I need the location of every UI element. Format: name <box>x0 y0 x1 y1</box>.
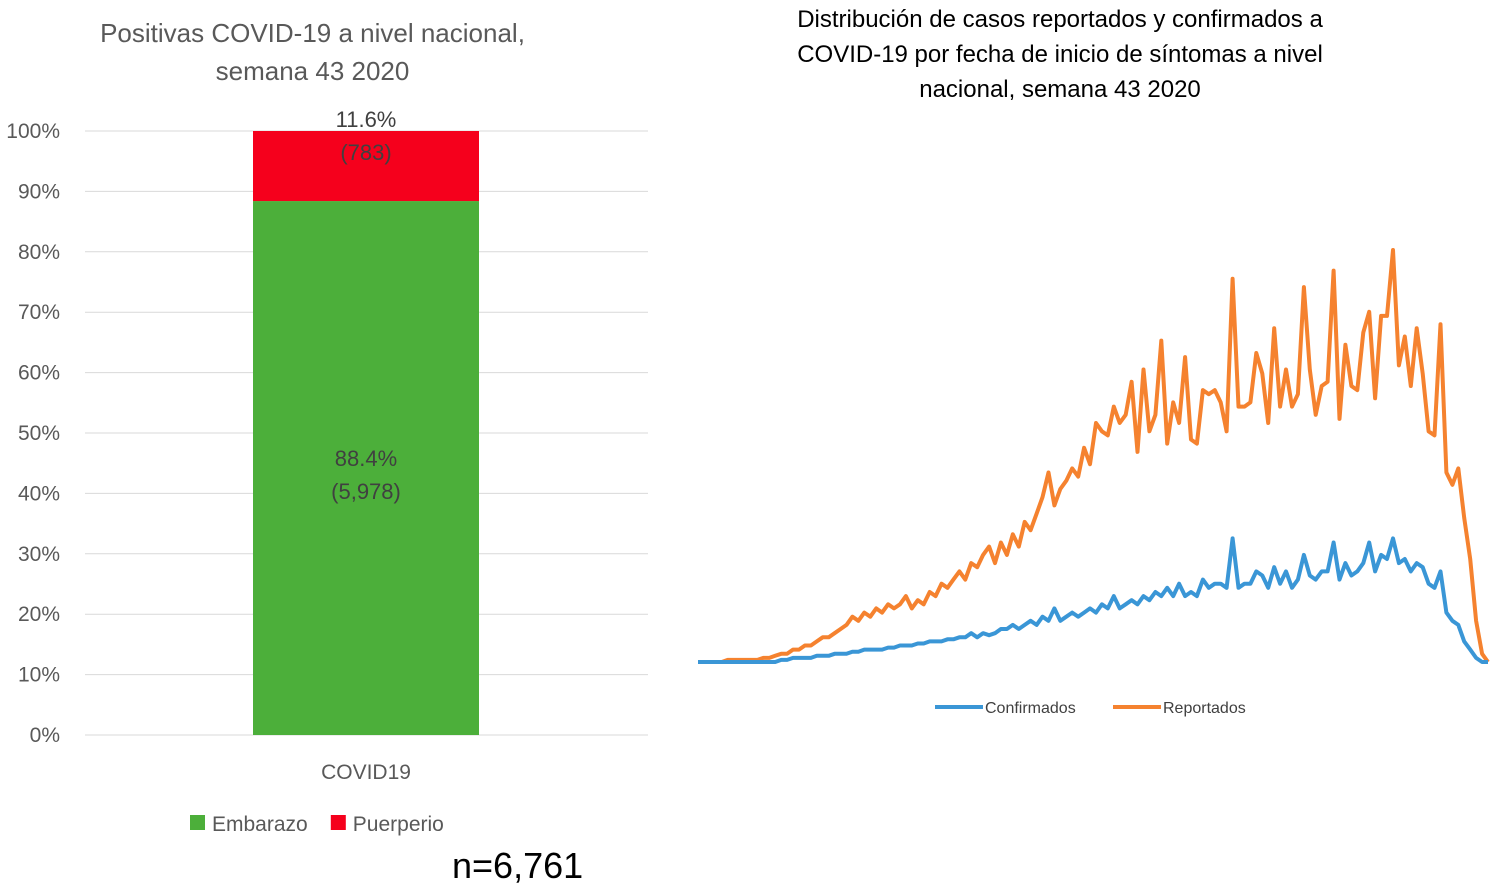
legend-label: Embarazo <box>212 813 308 836</box>
series-line-reportados <box>698 248 1490 664</box>
y-tick-label: 70% <box>18 301 60 324</box>
data-label-percent: 11.6% <box>336 107 397 132</box>
data-label-count: (783) <box>340 140 391 165</box>
series-line-confirmados <box>698 536 1488 664</box>
line-chart-title-line: Distribución de casos reportados y confi… <box>797 6 1323 33</box>
line-chart-title: Distribución de casos reportados y confi… <box>720 2 1400 107</box>
bar-segment-puerperio <box>253 131 479 202</box>
data-label-percent: 88.4% <box>335 446 397 471</box>
y-tick-label: 90% <box>18 180 60 203</box>
y-tick-label: 10% <box>18 664 60 687</box>
legend-label: Confirmados <box>985 700 1076 717</box>
y-tick-label: 40% <box>18 482 60 505</box>
bar-chart-title: Positivas COVID-19 a nivel nacional, sem… <box>40 14 585 90</box>
legend-swatch <box>190 815 205 830</box>
y-tick-label: 30% <box>18 543 60 566</box>
y-tick-label: 80% <box>18 241 60 264</box>
x-category-label: COVID19 <box>321 761 411 784</box>
bar-chart-title-line: Positivas COVID-19 a nivel nacional, <box>100 18 525 48</box>
y-tick-label: 60% <box>18 362 60 385</box>
legend-label: Reportados <box>1163 700 1246 717</box>
y-tick-label: 20% <box>18 603 60 626</box>
bar-segment-embarazo <box>253 201 479 736</box>
line-chart-title-line: nacional, semana 43 2020 <box>919 76 1201 103</box>
data-label-count: (5,978) <box>331 479 401 504</box>
legend-label: Puerperio <box>353 813 444 836</box>
y-tick-label: 100% <box>6 120 60 143</box>
legend-swatch <box>330 815 346 830</box>
bar-chart-title-line: semana 43 2020 <box>215 56 410 86</box>
y-tick-label: 0% <box>30 724 60 747</box>
line-chart-title-line: COVID-19 por fecha de inicio de síntomas… <box>797 41 1323 68</box>
y-tick-label: 50% <box>18 422 60 445</box>
sample-size-annotation: n=6,761 <box>452 845 584 886</box>
